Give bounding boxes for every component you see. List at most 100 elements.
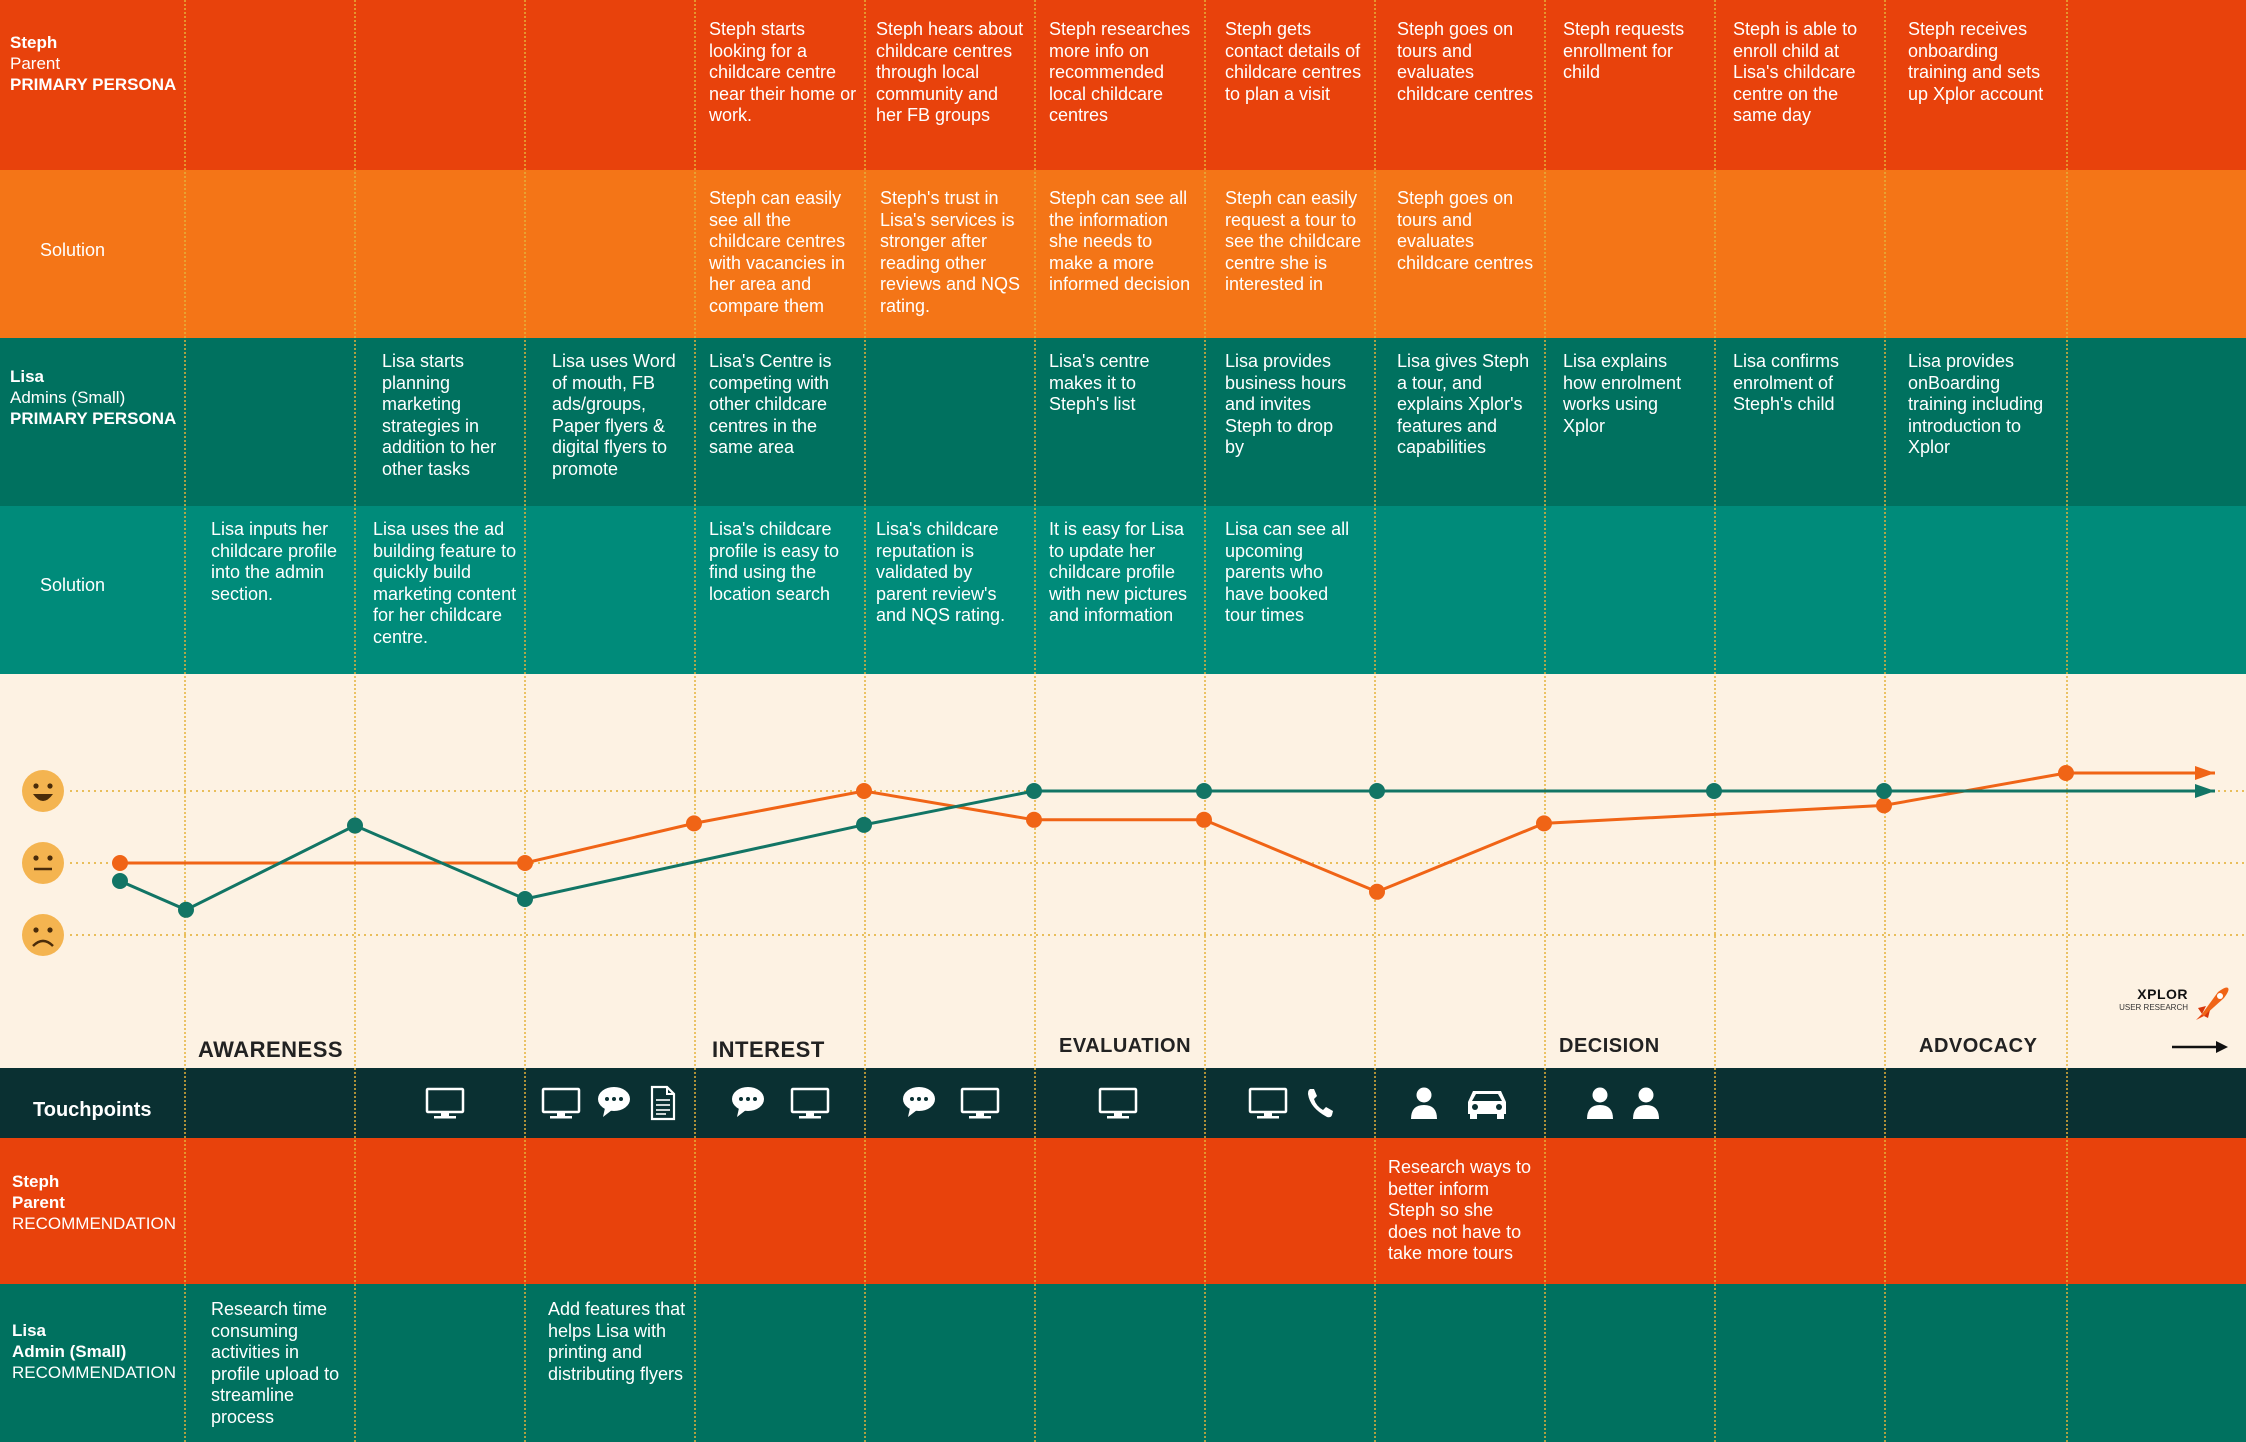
column-divider [184, 0, 186, 1442]
logo-subtitle: USER RESEARCH [2119, 1003, 2188, 1012]
data-point-lisa [1026, 783, 1042, 799]
persona-name: Lisa [12, 1321, 47, 1340]
steph-step-cell: Steph hears about childcare centres thro… [876, 19, 1024, 125]
persona-name: Steph [10, 33, 58, 52]
touchpoints-row [0, 1068, 2246, 1138]
steph-recommendation-row [0, 1138, 2246, 1284]
data-point-steph [1196, 811, 1212, 828]
emotion-chart-area [0, 674, 2246, 1068]
car-icon [1465, 1086, 1509, 1125]
steph-step-cell: Steph researches more info on recommende… [1049, 19, 1191, 125]
emotion-series [112, 765, 2215, 918]
lisa-solution-cell: Lisa uses the ad building feature to qui… [373, 519, 517, 647]
data-point-steph [1369, 883, 1385, 900]
lisa-solution-row [0, 506, 2246, 674]
steph-step-cell: Steph gets contact details of childcare … [1225, 19, 1362, 104]
persona-type: PRIMARY PERSONA [10, 409, 177, 428]
computer-icon [1248, 1087, 1288, 1126]
steph-solution-cell: Steph can easily see all the childcare c… [709, 188, 846, 316]
series-steph [112, 765, 2215, 900]
phone-icon [1305, 1086, 1335, 1125]
column-divider [1374, 0, 1376, 1442]
data-point-lisa [517, 891, 533, 907]
computer-icon [541, 1087, 581, 1126]
lisa-step-cell: Lisa's Centre is competing with other ch… [709, 351, 832, 457]
column-divider [1204, 0, 1206, 1442]
data-point-steph [112, 855, 128, 871]
data-point-steph [686, 815, 702, 832]
logo-brand: XPLOR [2137, 986, 2188, 1002]
lisa-step-cell: Lisa provides onBoarding training includ… [1908, 351, 2044, 457]
column-divider [1884, 0, 1886, 1442]
xplor-logo: XPLOR USER RESEARCH [2119, 984, 2232, 1024]
persona-role: Parent [10, 54, 61, 73]
lisa-step-cell: Lisa uses Word of mouth, FB ads/groups, … [552, 351, 676, 479]
lisa-row [0, 338, 2246, 506]
persona-type: RECOMMENDATION [12, 1214, 177, 1233]
data-point-steph [2058, 765, 2074, 781]
steph-solution-cell: Steph can easily request a tour to see t… [1225, 188, 1362, 294]
document-icon [650, 1085, 676, 1126]
neutral-face-icon [22, 842, 64, 884]
computer-icon [960, 1087, 1000, 1126]
steph-solution-cell: Steph's trust in Lisa's services is stro… [880, 188, 1021, 316]
persona-role: Admins (Small) [10, 388, 126, 407]
steph-row [0, 0, 2246, 170]
computer-icon [790, 1087, 830, 1126]
lisa-recommendation-cell: Add features that helps Lisa with printi… [548, 1299, 686, 1384]
steph-solution-row [0, 170, 2246, 338]
data-point-lisa [1706, 783, 1722, 799]
lisa-persona-label: Lisa Admins (Small) PRIMARY PERSONA [10, 366, 176, 429]
steph-step-cell: Steph requests enrollment for child [1563, 19, 1685, 82]
stage-label-awareness: AWARENESS [198, 1037, 344, 1062]
happy-face-icon [22, 770, 64, 812]
series-arrow-lisa [2195, 784, 2215, 798]
persona-name: Lisa [10, 367, 45, 386]
lisa-solution-cell: Lisa's childcare reputation is validated… [876, 519, 1006, 625]
column-divider [1544, 0, 1546, 1442]
column-divider [694, 0, 696, 1442]
data-point-steph [517, 855, 533, 871]
chat-icon [902, 1086, 936, 1123]
emotion-faces [22, 770, 64, 956]
lisa-solution-cell: Lisa's childcare profile is easy to find… [709, 519, 840, 604]
series-lisa [112, 783, 2215, 918]
column-divider [2066, 0, 2068, 1442]
chat-icon [597, 1086, 631, 1123]
computer-icon [1098, 1087, 1138, 1126]
lisa-recommendation-row [0, 1284, 2246, 1442]
lisa-step-cell: Lisa starts planning marketing strategie… [382, 351, 497, 479]
data-point-lisa [1369, 783, 1385, 799]
column-divider [864, 0, 866, 1442]
rocket-icon [2196, 987, 2229, 1020]
data-point-steph [856, 783, 872, 799]
steph-recommendation-cell: Research ways to better inform Steph so … [1388, 1157, 1532, 1263]
stage-label-evaluation: EVALUATION [1059, 1035, 1192, 1057]
persona-role: Parent [12, 1193, 65, 1212]
persona-role: Admin (Small) [12, 1342, 127, 1361]
persona-type: RECOMMENDATION [12, 1363, 177, 1382]
lisa-step-cell: Lisa explains how enrolment works using … [1563, 351, 1682, 436]
person-icon [1632, 1086, 1660, 1125]
series-line-lisa [119, 789, 2215, 912]
data-point-lisa [856, 816, 872, 833]
column-divider [354, 0, 356, 1442]
data-point-steph [1026, 811, 1042, 828]
person-icon [1586, 1086, 1614, 1125]
steph-step-cell: Steph receives onboarding training and s… [1908, 19, 2044, 104]
computer-icon [425, 1087, 465, 1126]
lisa-step-cell: Lisa provides business hours and invites… [1225, 351, 1347, 457]
steph-step-cell: Steph is able to enroll child at Lisa's … [1733, 19, 1858, 125]
lisa-solution-cell: Lisa inputs her childcare profile into t… [211, 519, 338, 604]
steph-solution-label: Solution [40, 240, 106, 260]
lisa-step-cell: Lisa's centre makes it to Steph's list [1049, 351, 1150, 414]
stage-label-interest: INTEREST [712, 1037, 825, 1062]
series-arrow-steph [2195, 766, 2215, 780]
chat-icon [731, 1086, 765, 1123]
lisa-solution-cell: It is easy for Lisa to update her childc… [1049, 519, 1188, 625]
stage-label-advocacy: ADVOCACY [1919, 1035, 2038, 1057]
steph-step-cell: Steph goes on tours and evaluates childc… [1397, 19, 1534, 104]
column-divider [524, 0, 526, 1442]
steph-persona-label: Steph Parent PRIMARY PERSONA [10, 32, 176, 95]
data-point-lisa [112, 873, 128, 889]
